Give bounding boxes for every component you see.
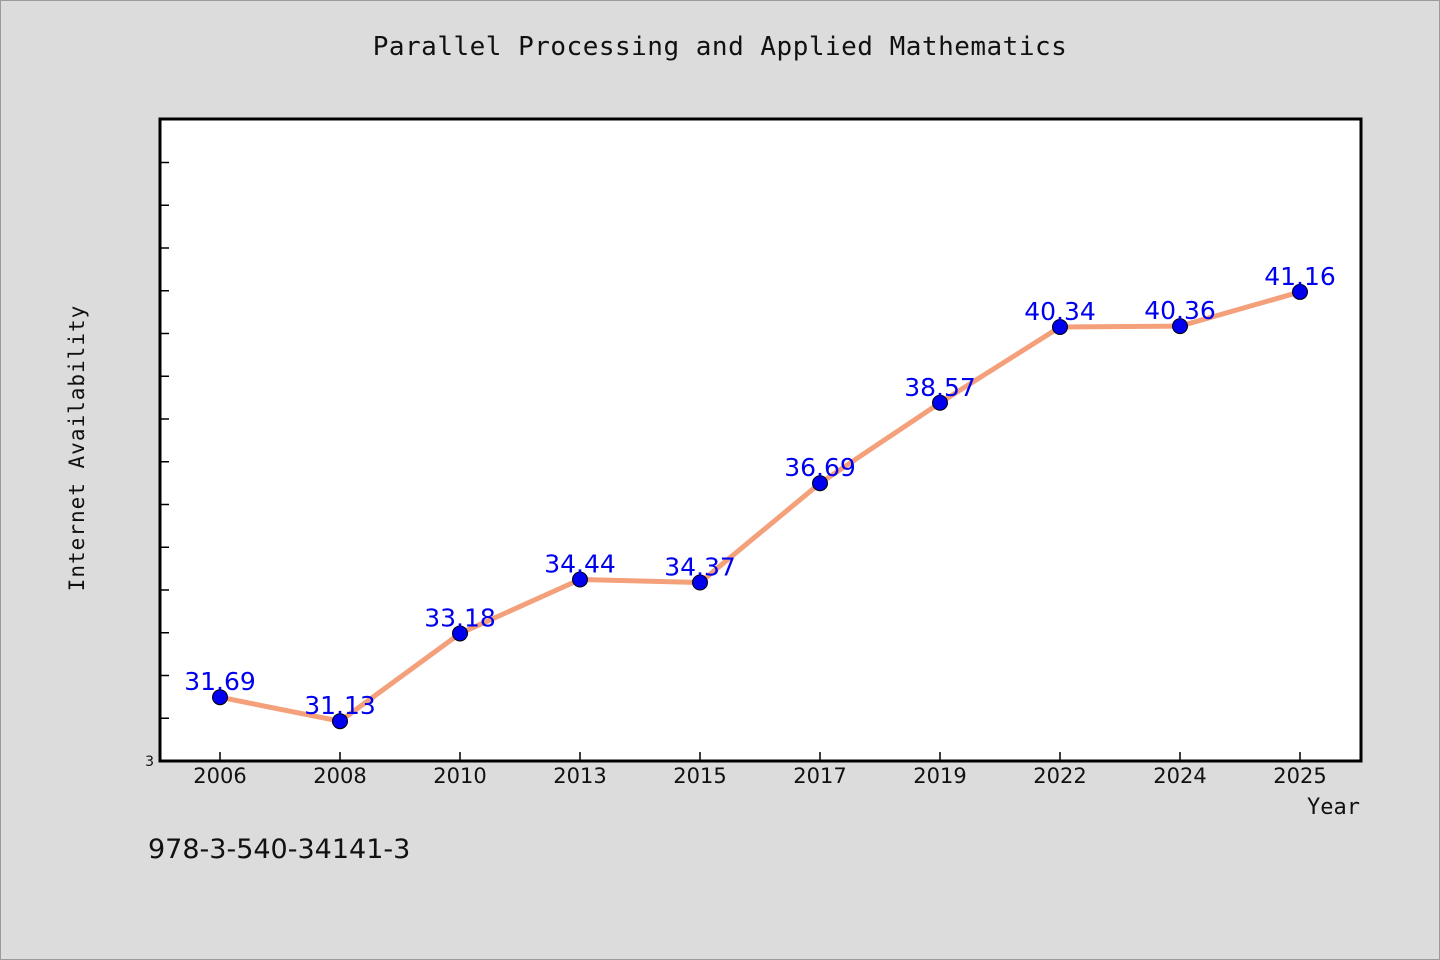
data-labels: 31.69 31.13 33.18 34.44 34.37 36.69 38.57 40.34… — [184, 262, 1336, 720]
x-tick-label: 2006 — [193, 764, 246, 788]
x-tick-label: 2024 — [1153, 764, 1206, 788]
data-point — [1292, 283, 1308, 300]
x-tick-label: 2015 — [673, 764, 726, 788]
y-tick-label: 3 — [145, 754, 154, 770]
data-label: 38.57 — [904, 373, 976, 402]
data-label: 31.69 — [184, 667, 256, 696]
x-tick-label: 2019 — [913, 764, 966, 788]
data-label: 41.16 — [1264, 262, 1336, 291]
data-point — [212, 689, 228, 706]
data-point — [932, 394, 948, 411]
x-tick-label: 2008 — [313, 764, 366, 788]
isbn-text: 978-3-540-34141-3 — [148, 834, 411, 865]
x-tick-label: 2022 — [1033, 764, 1086, 788]
x-tick-label: 2025 — [1273, 764, 1326, 788]
series-line — [217, 289, 1303, 724]
data-point — [332, 713, 348, 730]
data-point — [1172, 318, 1188, 335]
data-label: 34.44 — [544, 550, 616, 579]
data-label: 34.37 — [664, 553, 736, 582]
data-point — [692, 574, 708, 591]
chart-title: Parallel Processing and Applied Mathemat… — [372, 32, 1068, 62]
data-markers — [212, 283, 1308, 730]
data-point — [572, 571, 588, 588]
x-axis-label: Year — [1307, 795, 1360, 820]
x-tick-label: 2010 — [433, 764, 486, 788]
x-axis-ticks: 2006 2008 2010 2013 2015 2017 2019 2022 2024 2025 — [193, 752, 1327, 788]
data-label: 40.36 — [1144, 296, 1216, 325]
y-axis-ticks: 3 — [145, 161, 169, 770]
data-label: 33.18 — [424, 603, 496, 632]
data-label: 36.69 — [784, 453, 856, 482]
x-tick-label: 2017 — [793, 764, 846, 788]
x-tick-label: 2013 — [553, 764, 606, 788]
data-point — [812, 475, 828, 492]
data-label: 40.34 — [1024, 297, 1096, 326]
plot-area — [158, 117, 1363, 763]
data-label: 31.13 — [304, 691, 376, 720]
data-point — [1052, 319, 1068, 336]
data-point — [452, 625, 468, 642]
